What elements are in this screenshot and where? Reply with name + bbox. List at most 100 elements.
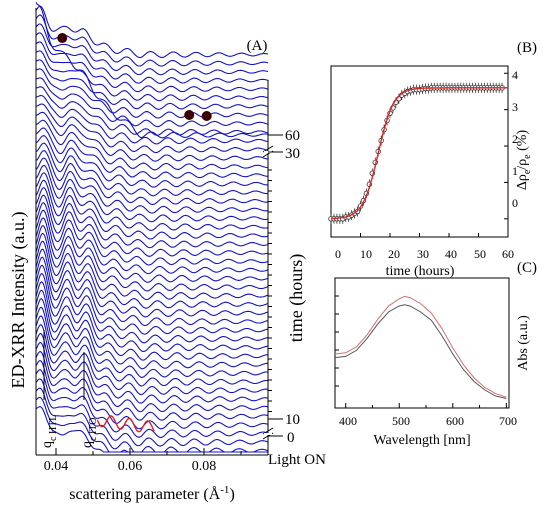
- panel-a-curve: [35, 378, 269, 447]
- panel-a-curve: [35, 217, 269, 283]
- panel-c-frame: [334, 277, 510, 409]
- light-on-label: Light ON: [268, 452, 326, 468]
- panel-c-xtick: 400: [339, 414, 357, 428]
- panel-a-curve: [35, 240, 269, 309]
- panel-a-curve: [35, 273, 269, 344]
- panel-a-curve: [35, 406, 268, 453]
- panel-a-curve: [35, 202, 269, 266]
- panel-a-curve: [36, 103, 269, 154]
- panel-a-curve: [35, 248, 269, 318]
- panel-b-points: [328, 82, 505, 224]
- panel-b-xtick: 60: [502, 247, 514, 261]
- panel-c-xlabel: Wavelength [nm]: [373, 433, 470, 448]
- panel-a-curves: [35, 2, 269, 453]
- panel-a-curve: [35, 324, 269, 396]
- panel-a-curve: [36, 94, 269, 145]
- panel-b-xtick: 30: [417, 247, 429, 261]
- panel-b-xtick: 40: [445, 247, 457, 261]
- panel-a-curve: [35, 187, 269, 249]
- panel-a-curve: [35, 77, 269, 128]
- panel-b-tick-labels: 0 10 20 30 40 50 60 0 1 2 3 4: [335, 68, 518, 261]
- panel-a-curve: [35, 306, 269, 378]
- panel-a-ylabel: ED-XRR Intensity (a.u.): [8, 212, 29, 389]
- panel-a-curve: [35, 281, 269, 353]
- panel-a-curve: [35, 225, 269, 292]
- panel-a-time-tick-10: 10: [285, 412, 300, 428]
- panel-c-label: (C): [517, 260, 537, 276]
- panel-a-curve: [35, 298, 269, 370]
- panel-b-sigmoid-fit: [331, 87, 508, 220]
- panel-a-curve: [35, 341, 269, 413]
- panel-a-curve: [35, 194, 269, 257]
- panel-a-curve: [35, 256, 269, 327]
- panel-a-curve: [35, 369, 269, 438]
- panel-b-xtick: 0: [335, 247, 341, 261]
- panel-a: 0.04 0.06 0.08 scattering parameter (Å-1…: [8, 2, 326, 503]
- panel-a-curve: [35, 50, 269, 102]
- panel-a-curve: [35, 150, 269, 205]
- panel-a-curve: [35, 360, 269, 430]
- panel-c: (C) Wavelength [nm] Abs (a.u.) 400 500 6…: [334, 260, 537, 448]
- panel-b-xlabel: time (hours): [386, 264, 455, 279]
- panel-c-ticks: [335, 295, 507, 408]
- panel-b-xtick: 10: [360, 247, 372, 261]
- panel-a-curve: [35, 59, 269, 110]
- panel-a-curve: [35, 14, 269, 67]
- panel-a-curve: [35, 350, 269, 421]
- panel-a-curve: [35, 209, 269, 275]
- panel-a-time-tick-30: 30: [285, 146, 300, 162]
- panel-a-curve: [35, 157, 269, 214]
- panel-a-curve: [36, 86, 269, 136]
- panel-a-xtick-label: 0.04: [44, 459, 69, 474]
- panel-a-time-label: time (hours): [286, 254, 307, 342]
- panel-a-curve: [35, 315, 269, 387]
- panel-b-ytick: 1: [512, 164, 518, 178]
- panel-a-xtick-label: 0.08: [192, 459, 217, 474]
- panel-a-label: (A): [247, 38, 268, 54]
- panel-a-time-tick-0: 0: [287, 430, 295, 446]
- panel-a-curve: [35, 23, 269, 76]
- panel-a-marker-dot: [201, 111, 212, 121]
- panel-c-xtick: 700: [499, 414, 517, 428]
- panel-b-label: (B): [517, 40, 537, 56]
- panel-b-ytick: 4: [512, 68, 518, 82]
- panel-b-point: [354, 208, 361, 215]
- panel-c-ylabel: Abs (a.u.): [516, 315, 531, 371]
- panel-a-curve: [35, 264, 269, 335]
- panel-a-fit-segment: [96, 415, 155, 433]
- panel-a-curve: [35, 135, 268, 188]
- panel-a-curve: [35, 232, 269, 301]
- panel-a-curve: [36, 119, 269, 171]
- panel-a-curve: [35, 165, 269, 223]
- panel-a-time-tick-60: 60: [285, 128, 300, 144]
- panel-a-curve: [35, 332, 269, 404]
- panel-a-curve: [35, 289, 269, 361]
- panel-a-curve: [35, 5, 269, 59]
- panel-a-curve: [35, 68, 269, 119]
- panel-a-xtick-label: 0.06: [118, 459, 143, 474]
- panel-a-curve: [36, 111, 269, 162]
- panel-b: (B) time (hours) Δρe/ρe (%) 0 10 20 30 4…: [328, 40, 537, 279]
- panel-a-curve: [35, 41, 269, 93]
- panel-b-ytick: 3: [512, 100, 518, 114]
- panel-c-spectrum-light: [334, 295, 507, 398]
- panel-c-xtick: 600: [446, 414, 464, 428]
- panel-b-ylabel: Δρe/ρe (%): [515, 130, 533, 191]
- panel-b-ticks: [330, 72, 509, 237]
- panel-b-ytick: 2: [512, 132, 518, 146]
- panel-c-spectrum-dark: [334, 304, 507, 399]
- panel-a-fit-curve: [96, 415, 155, 433]
- panel-b-xtick: 50: [474, 247, 486, 261]
- panel-a-marker-dot: [57, 33, 68, 43]
- panel-c-xtick: 500: [392, 414, 410, 428]
- panel-a-curve: [35, 127, 268, 180]
- qc-htl-label: qc HTL: [40, 415, 59, 448]
- panel-a-time-minor-ticks: [268, 169, 272, 412]
- panel-a-xlabel: scattering parameter (Å-1): [69, 484, 235, 503]
- panel-a-curve: [35, 142, 269, 197]
- panel-a-curve: [35, 396, 268, 453]
- panel-a-markers: [57, 33, 212, 121]
- panel-a-curve: [35, 172, 269, 231]
- panel-b-xtick: 20: [388, 247, 400, 261]
